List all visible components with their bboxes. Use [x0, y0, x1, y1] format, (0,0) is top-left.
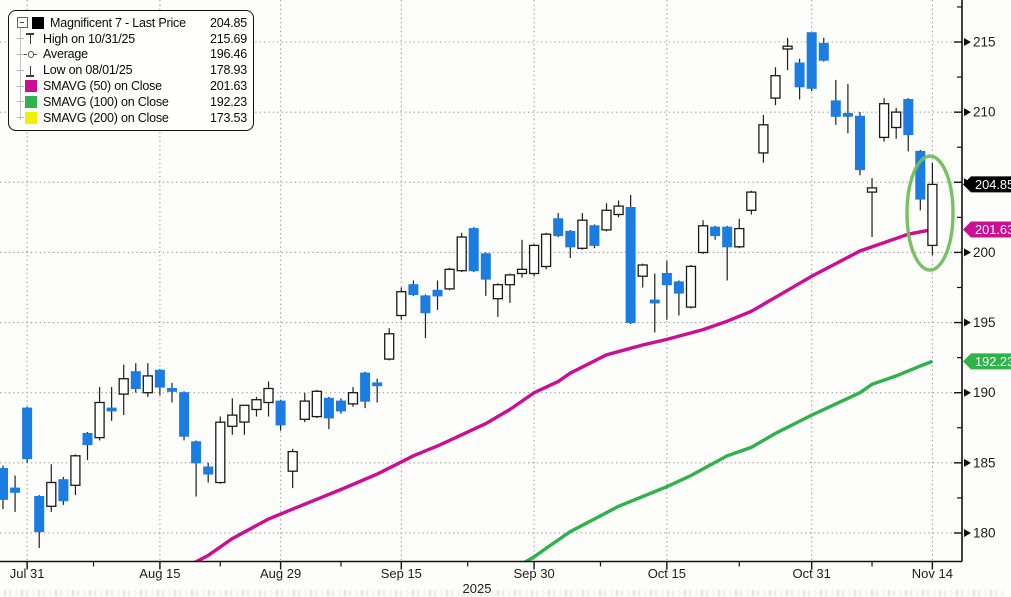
y-axis-label: 200	[973, 245, 996, 260]
x-axis-label: Sep 15	[380, 566, 422, 581]
x-axis-label: Oct 31	[792, 566, 831, 581]
price-badge: 201.63	[963, 221, 1011, 238]
legend-value: 215.69	[209, 31, 247, 46]
legend-value: 178.93	[209, 63, 247, 78]
sma50-swatch-icon	[24, 80, 37, 93]
annotation-circle	[905, 154, 955, 272]
legend-item-sma50[interactable]: SMAVG (50) on Close 201.63	[17, 78, 247, 94]
high-marker-icon	[24, 32, 37, 45]
legend-label: SMAVG (100) on Close	[43, 94, 169, 109]
legend-item-average[interactable]: Average 196.46	[17, 47, 247, 63]
y-tick-arrow-icon	[964, 388, 971, 397]
y-axis-label: 195	[973, 315, 996, 330]
bottom-watermark-strip	[4, 590, 1004, 596]
x-axis-label: Jul 31	[9, 566, 45, 581]
legend-label: SMAVG (200) on Close	[43, 110, 169, 125]
sma100-swatch-icon	[24, 95, 37, 108]
y-tick-arrow-icon	[964, 38, 971, 46]
y-axis-label: 190	[973, 385, 996, 400]
y-tick-arrow-icon	[964, 108, 971, 117]
legend-value: 192.23	[209, 94, 247, 109]
candles-layer	[0, 32, 938, 548]
legend-label: High on 10/31/25	[43, 31, 136, 46]
y-tick-arrow-icon	[964, 318, 971, 327]
x-axis-label: Aug 29	[260, 566, 302, 581]
legend-label: SMAVG (50) on Close	[43, 79, 162, 94]
y-axis-label: 185	[973, 455, 996, 470]
sma100-line	[522, 359, 934, 562]
x-axis-label: Nov 14	[911, 566, 953, 581]
price-badge: 204.85	[963, 176, 1011, 193]
y-tick-arrow-icon	[964, 248, 971, 257]
x-axis-label: Sep 30	[513, 566, 555, 581]
svg-text:201.63: 201.63	[975, 222, 1011, 237]
low-marker-icon	[24, 64, 37, 77]
y-tick-arrow-icon	[964, 458, 971, 467]
last-price-swatch-icon	[31, 16, 44, 29]
legend-collapse-icon[interactable]	[17, 17, 28, 29]
svg-text:192.23: 192.23	[975, 354, 1011, 369]
legend-value: 201.63	[209, 79, 247, 94]
x-axis-label: Aug 15	[139, 566, 181, 581]
legend-item-low[interactable]: Low on 08/01/25 178.93	[17, 62, 247, 78]
y-axis-label: 215	[973, 35, 996, 50]
x-axis-label: Oct 15	[647, 566, 686, 581]
price-badge: 192.23	[963, 353, 1011, 370]
legend-value: 173.53	[209, 110, 247, 125]
svg-text:204.85: 204.85	[975, 177, 1011, 192]
y-tick-arrow-icon	[964, 528, 971, 537]
average-marker-icon	[24, 48, 37, 61]
legend-label: Low on 08/01/25	[43, 63, 133, 78]
legend-value: 196.46	[209, 47, 247, 62]
sma200-swatch-icon	[24, 111, 37, 124]
legend-item-last-price[interactable]: Magnificent 7 - Last Price 204.85	[17, 15, 247, 31]
legend-item-high[interactable]: High on 10/31/25 215.69	[17, 31, 247, 47]
legend-item-sma100[interactable]: SMAVG (100) on Close 192.23	[17, 94, 247, 110]
legend-label: Average	[43, 47, 88, 62]
legend-tree-connector	[20, 23, 21, 120]
legend-item-sma200[interactable]: SMAVG (200) on Close 173.53	[17, 110, 247, 126]
x-axis-year-label: 2025	[462, 581, 492, 596]
sma50-line	[192, 227, 933, 562]
legend-label: Magnificent 7 - Last Price	[50, 15, 186, 30]
y-axis-label: 210	[973, 105, 996, 120]
legend-value: 204.85	[209, 15, 247, 30]
y-axis-label: 180	[973, 525, 996, 540]
chart-legend: Magnificent 7 - Last Price 204.85 High o…	[8, 10, 254, 131]
